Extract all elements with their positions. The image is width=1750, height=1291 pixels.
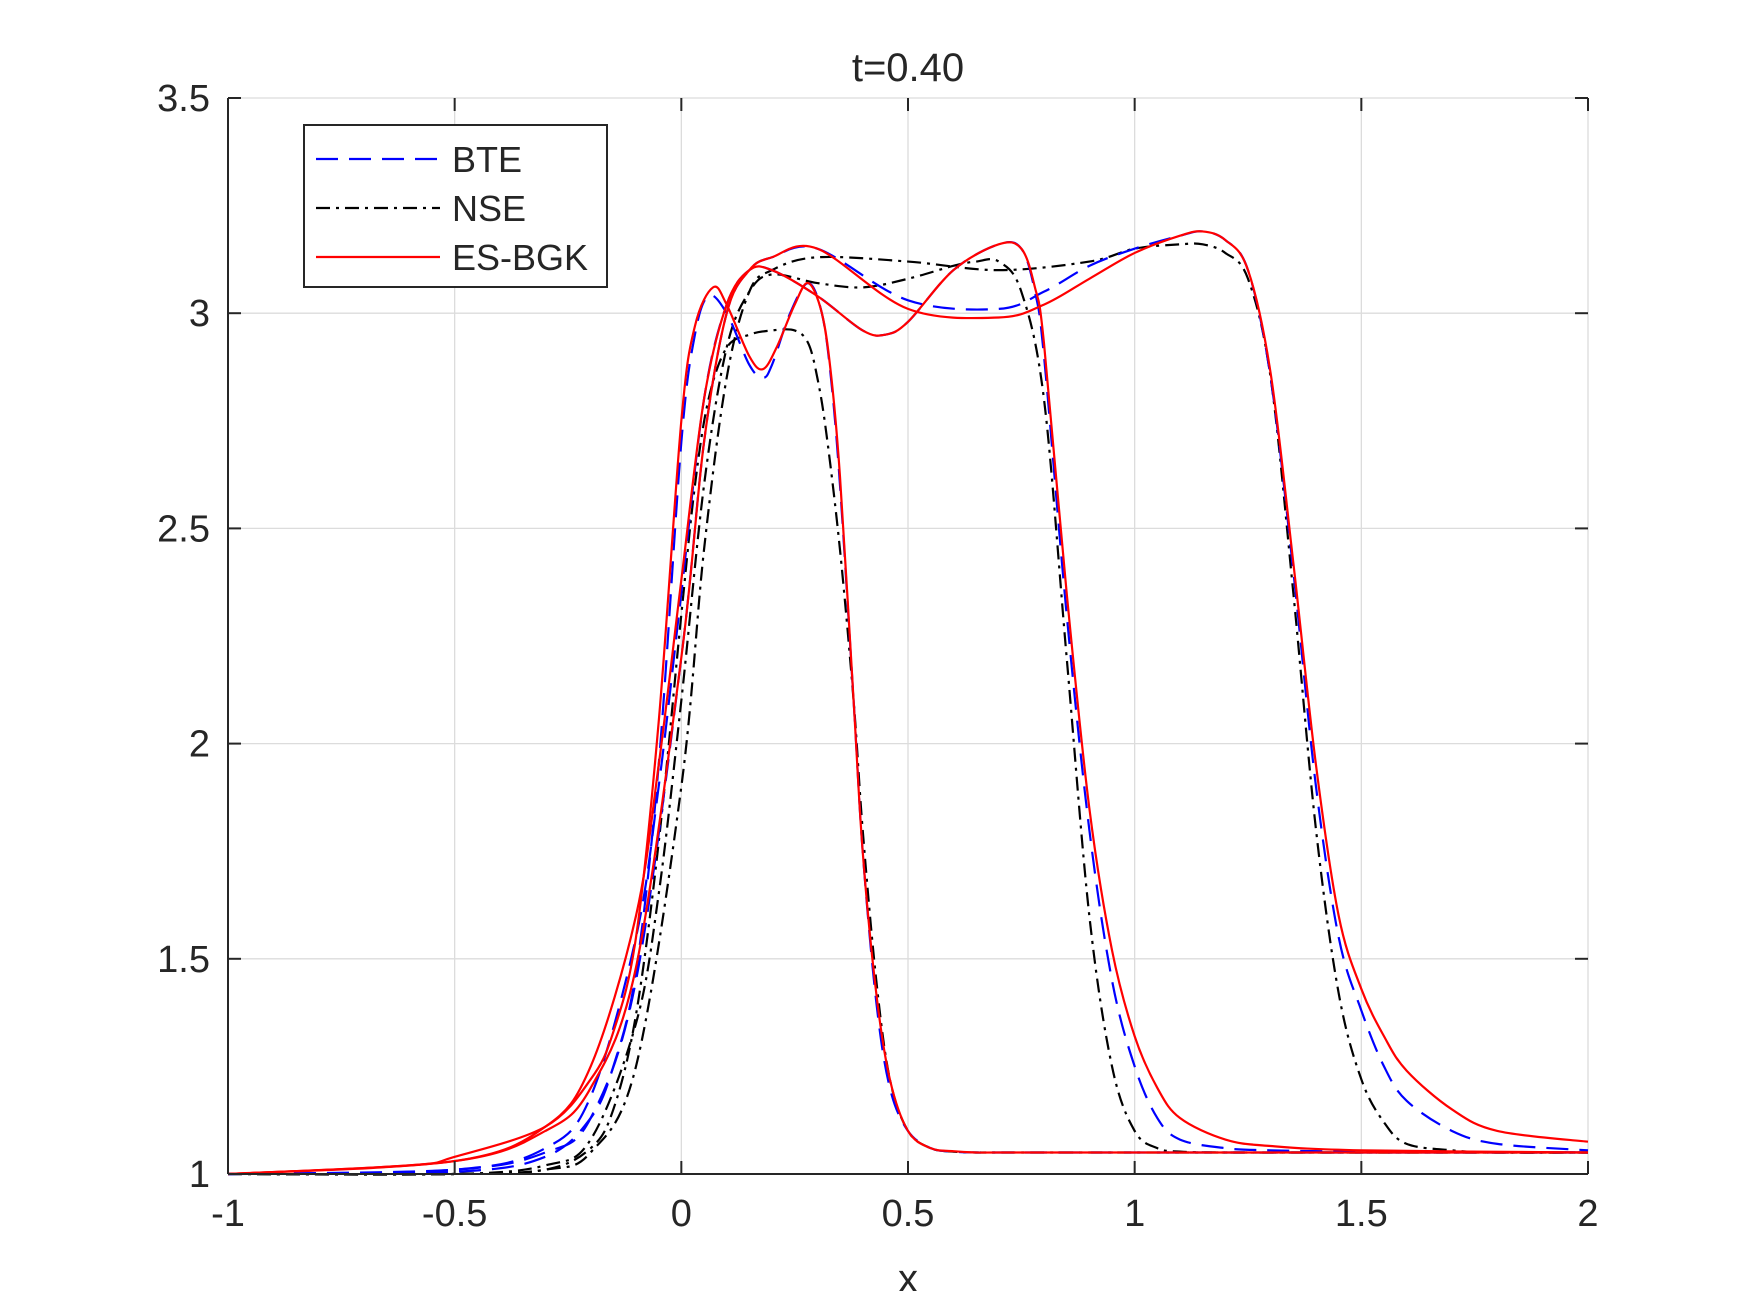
- bte-line-2: [227, 240, 1589, 1176]
- es-bgk-line-1: [227, 281, 1588, 1176]
- x-tick-label: 0: [671, 1193, 692, 1235]
- x-tick-label: -1: [211, 1193, 245, 1235]
- y-tick-label: 2: [189, 724, 210, 766]
- nse-line-3: [227, 242, 1589, 1176]
- legend: BTE NSE ES-BGK: [303, 124, 608, 288]
- x-tick-label: 1.5: [1335, 1193, 1388, 1235]
- y-tick-label: 1.5: [157, 939, 210, 981]
- x-tick-label: 2: [1577, 1193, 1598, 1235]
- chart-title: t=0.40: [852, 46, 964, 90]
- legend-label-nse: NSE: [452, 188, 526, 229]
- es-bgk-line-2: [227, 241, 1589, 1176]
- legend-label-bte: BTE: [452, 139, 522, 180]
- y-tick-label: 2.5: [157, 508, 210, 550]
- es-bgk-line-3: [227, 230, 1589, 1176]
- y-tick-label: 3: [189, 293, 210, 335]
- x-tick-label: -0.5: [422, 1193, 487, 1235]
- y-tick-label: 1: [189, 1154, 210, 1196]
- x-tick-label: 0.5: [882, 1193, 935, 1235]
- x-tick-label: 1: [1124, 1193, 1145, 1235]
- data-lines: [227, 230, 1589, 1176]
- legend-label-es-bgk: ES-BGK: [452, 237, 588, 278]
- bte-line-3: [227, 230, 1589, 1176]
- legend-box: [303, 124, 608, 288]
- y-tick-label: 3.5: [157, 78, 210, 120]
- x-axis-label: x: [898, 1257, 918, 1291]
- ticks: -1 -0.5 0 0.5 1 1.5 2 1 1.5 2 2.5 3 3.5: [157, 78, 1598, 1235]
